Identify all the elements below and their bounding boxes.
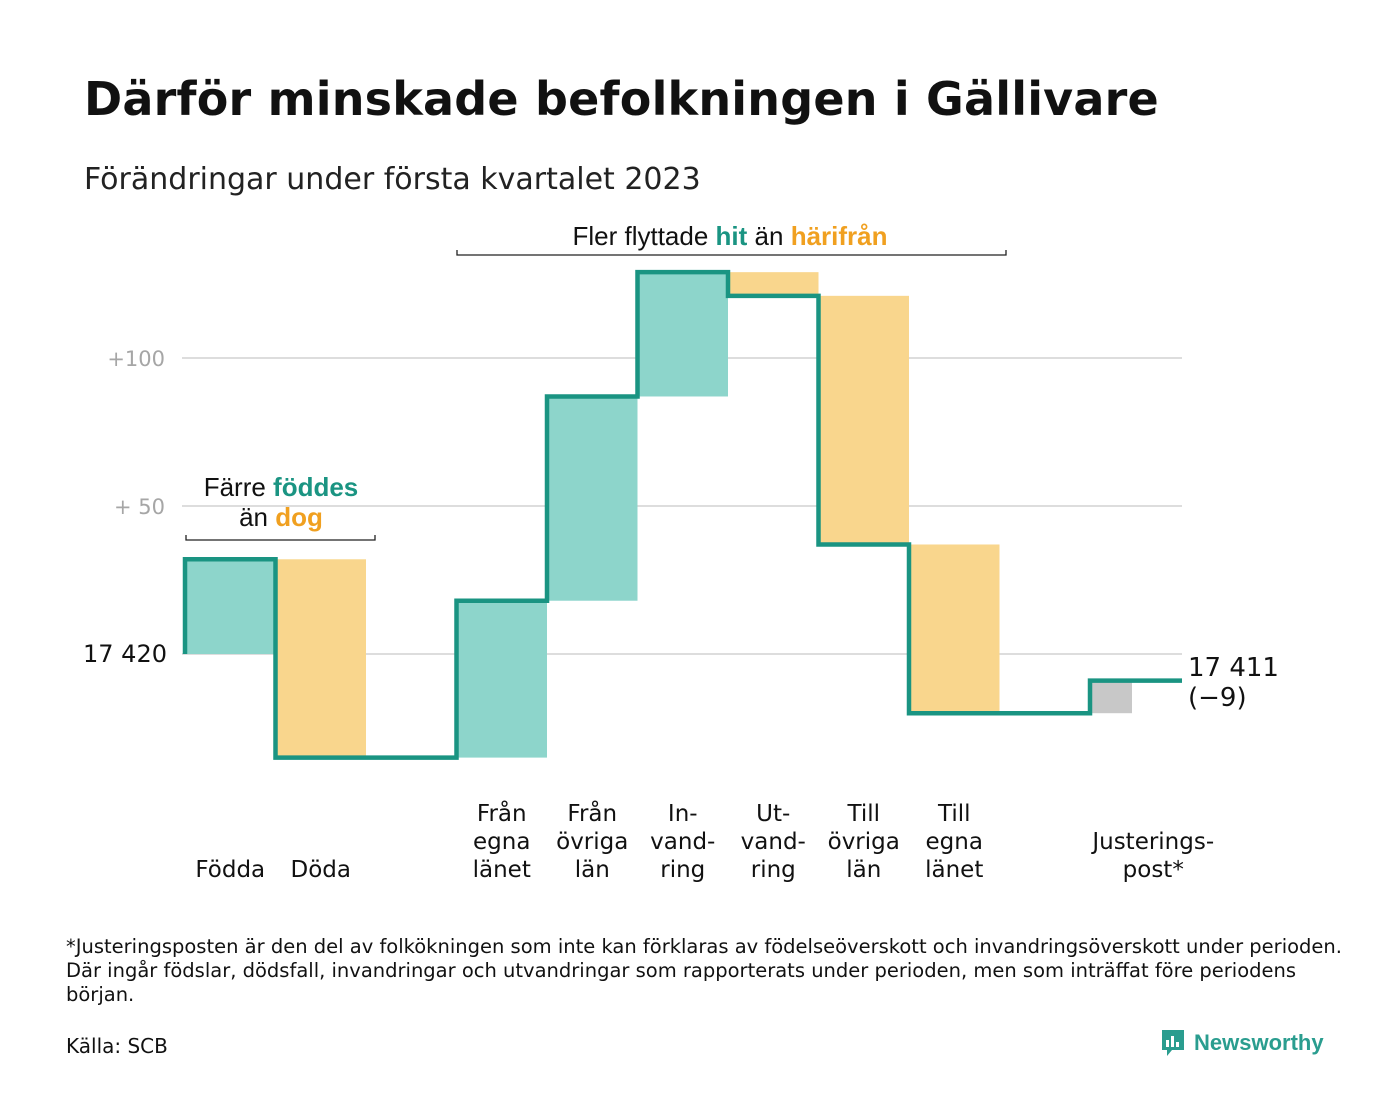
y-tick-label: + 50	[114, 495, 165, 519]
category-label: Från	[567, 799, 617, 827]
y-tick-label: +100	[107, 347, 165, 371]
category-label: Till	[846, 801, 880, 827]
chart-title: Därför minskade befolkningen i Gällivare	[84, 72, 1159, 126]
bar-födda	[185, 559, 276, 654]
category-label: Födda	[195, 857, 265, 883]
category-label: länet	[925, 857, 983, 883]
population-step-line	[182, 269, 1182, 760]
category-label: övriga	[556, 829, 628, 855]
end-value-label: 17 411	[1188, 653, 1279, 683]
category-label: ring	[660, 857, 705, 883]
bar-invandring	[637, 272, 728, 397]
moves-annotation: Fler flyttade hit än härifrån	[572, 221, 887, 251]
end-change-label: (−9)	[1188, 683, 1247, 713]
category-label: Döda	[291, 857, 351, 883]
category-label: egna	[926, 829, 983, 855]
category-label: Justerings-	[1090, 829, 1214, 855]
bar-justeringspost	[1092, 680, 1132, 714]
category-label: vand-	[650, 829, 715, 855]
bar-tillegnalänet	[909, 544, 1000, 714]
source-note: Källa: SCB	[66, 1034, 168, 1058]
category-label: Till	[937, 801, 971, 827]
category-label: länet	[473, 857, 531, 883]
brand-logo: Newsworthy	[1160, 1028, 1324, 1058]
bar-frånövrigalän	[547, 396, 638, 601]
bar-frånegnalänet	[456, 600, 547, 758]
category-label: egna	[473, 829, 530, 855]
newsworthy-logo-icon	[1162, 1030, 1184, 1056]
category-label: post*	[1123, 857, 1184, 883]
category-label: övriga	[828, 829, 900, 855]
births-annotation-line2: än dog	[239, 502, 323, 532]
footnote: *Justeringsposten är den del av folkökni…	[66, 935, 1342, 1006]
category-label: In-	[668, 801, 698, 827]
moves-bracket	[456, 250, 1007, 256]
category-label: ring	[751, 857, 796, 883]
category-label: Från	[477, 799, 527, 827]
bar-döda	[275, 559, 366, 758]
start-value-label: 17 420	[83, 640, 167, 668]
category-label: Ut-	[756, 801, 790, 827]
category-label: län	[846, 857, 881, 883]
category-label: vand-	[741, 829, 806, 855]
category-label: län	[575, 857, 610, 883]
bar-utvandring	[728, 272, 819, 296]
brand-name: Newsworthy	[1194, 1030, 1324, 1055]
chart-subtitle: Förändringar under första kvartalet 2023	[84, 162, 701, 197]
births-bracket	[185, 535, 376, 541]
births-annotation-line1: Färre föddes	[204, 472, 359, 502]
bar-tillövrigalän	[818, 295, 909, 545]
